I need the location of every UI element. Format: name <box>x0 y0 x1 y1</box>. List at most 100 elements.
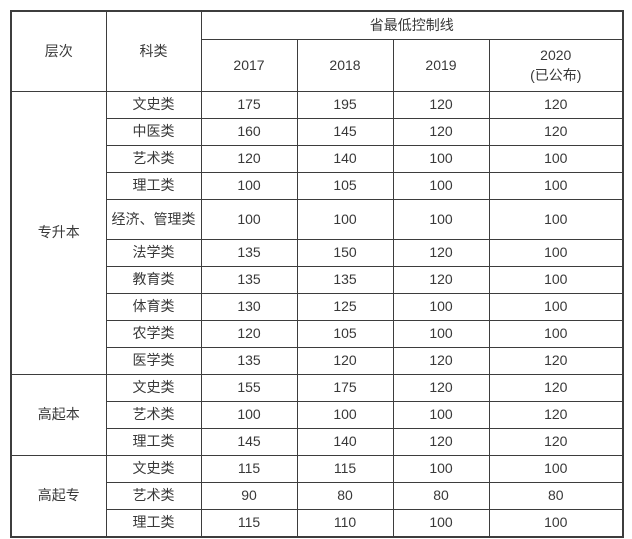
table-row: 艺术类 90 80 80 80 <box>11 482 624 510</box>
category-cell: 医学类 <box>105 347 202 375</box>
value-cell: 120 <box>392 118 490 146</box>
value-cell: 155 <box>200 374 298 402</box>
value-cell: 120 <box>392 239 490 267</box>
year-label: 2020 <box>540 46 572 63</box>
year-sublabel: (已公布) <box>530 66 582 83</box>
value-cell: 120 <box>392 266 490 294</box>
value-cell: 100 <box>488 199 624 240</box>
category-cell: 文史类 <box>105 91 202 119</box>
table-row: 农学类 120 105 100 100 <box>11 320 624 348</box>
value-cell: 115 <box>200 455 298 483</box>
level-cell: 高起本 <box>10 374 107 456</box>
category-cell: 文史类 <box>105 455 202 483</box>
value-cell: 100 <box>392 320 490 348</box>
value-cell: 105 <box>296 320 394 348</box>
value-cell: 120 <box>488 91 624 119</box>
value-cell: 150 <box>296 239 394 267</box>
value-cell: 100 <box>488 172 624 200</box>
table-row: 法学类 135 150 120 100 <box>11 239 624 267</box>
value-cell: 100 <box>488 293 624 321</box>
value-cell: 195 <box>296 91 394 119</box>
value-cell: 80 <box>296 482 394 510</box>
value-cell: 120 <box>296 347 394 375</box>
value-cell: 160 <box>200 118 298 146</box>
value-cell: 100 <box>488 509 624 537</box>
category-cell: 理工类 <box>105 428 202 456</box>
header-year-2017: 2017 <box>200 39 298 92</box>
table-row: 专升本 文史类 175 195 120 120 <box>10 91 624 375</box>
category-cell: 艺术类 <box>105 401 202 429</box>
value-cell: 100 <box>488 266 624 294</box>
value-cell: 100 <box>392 145 490 173</box>
value-cell: 90 <box>200 482 298 510</box>
value-cell: 120 <box>392 374 490 402</box>
table-row: 理工类 115 110 100 100 <box>11 509 624 537</box>
value-cell: 115 <box>200 509 298 537</box>
table-row: 医学类 135 120 120 120 <box>11 347 624 375</box>
table-row: 艺术类 100 100 100 120 <box>11 401 624 429</box>
year-label: 2019 <box>425 56 457 73</box>
value-cell: 80 <box>392 482 490 510</box>
value-cell: 145 <box>296 118 394 146</box>
value-cell: 100 <box>200 401 298 429</box>
value-cell: 120 <box>488 428 624 456</box>
header-row-group: 层次 科类 省最低控制线 <box>10 10 624 92</box>
value-cell: 100 <box>296 199 394 240</box>
category-cell: 教育类 <box>105 266 202 294</box>
value-cell: 100 <box>488 320 624 348</box>
value-cell: 100 <box>488 455 624 483</box>
category-cell: 体育类 <box>105 293 202 321</box>
year-label: 2018 <box>329 56 361 73</box>
value-cell: 100 <box>392 199 490 240</box>
value-cell: 120 <box>392 428 490 456</box>
value-cell: 100 <box>296 401 394 429</box>
level-cell: 高起专 <box>10 455 107 537</box>
header-category: 科类 <box>105 10 202 92</box>
value-cell: 140 <box>296 428 394 456</box>
value-cell: 100 <box>392 401 490 429</box>
table-row: 理工类 100 105 100 100 <box>11 172 624 200</box>
category-cell: 理工类 <box>105 509 202 537</box>
value-cell: 100 <box>488 145 624 173</box>
value-cell: 175 <box>200 91 298 119</box>
value-cell: 120 <box>200 320 298 348</box>
value-cell: 120 <box>488 118 624 146</box>
header-row-years: 2017 2018 2019 2020 (已公布) <box>11 39 624 92</box>
header-control-line: 省最低控制线 <box>200 10 624 40</box>
value-cell: 120 <box>488 347 624 375</box>
table-row: 理工类 145 140 120 120 <box>11 428 624 456</box>
value-cell: 135 <box>200 347 298 375</box>
value-cell: 120 <box>392 91 490 119</box>
value-cell: 100 <box>200 199 298 240</box>
table-row: 经济、管理类 100 100 100 100 <box>11 199 624 240</box>
table-row: 高起本 文史类 155 175 120 120 <box>10 374 624 456</box>
value-cell: 80 <box>488 482 624 510</box>
value-cell: 100 <box>392 455 490 483</box>
category-cell: 文史类 <box>105 374 202 402</box>
value-cell: 110 <box>296 509 394 537</box>
value-cell: 120 <box>200 145 298 173</box>
table-row: 高起专 文史类 115 115 100 100 <box>10 455 624 537</box>
category-cell: 艺术类 <box>105 482 202 510</box>
value-cell: 140 <box>296 145 394 173</box>
value-cell: 100 <box>200 172 298 200</box>
value-cell: 100 <box>392 293 490 321</box>
control-line-table: 层次 科类 省最低控制线 2017 2018 2019 2020 (已公布) 专… <box>10 10 624 538</box>
category-cell: 艺术类 <box>105 145 202 173</box>
value-cell: 125 <box>296 293 394 321</box>
category-cell: 农学类 <box>105 320 202 348</box>
value-cell: 105 <box>296 172 394 200</box>
value-cell: 135 <box>200 266 298 294</box>
level-cell: 专升本 <box>10 91 107 375</box>
value-cell: 135 <box>200 239 298 267</box>
table-row: 教育类 135 135 120 100 <box>11 266 624 294</box>
header-year-2018: 2018 <box>296 39 394 92</box>
value-cell: 120 <box>488 374 624 402</box>
value-cell: 115 <box>296 455 394 483</box>
category-cell: 理工类 <box>105 172 202 200</box>
category-cell: 法学类 <box>105 239 202 267</box>
header-year-2019: 2019 <box>392 39 490 92</box>
header-year-2020: 2020 (已公布) <box>488 39 624 92</box>
category-cell: 中医类 <box>105 118 202 146</box>
value-cell: 135 <box>296 266 394 294</box>
